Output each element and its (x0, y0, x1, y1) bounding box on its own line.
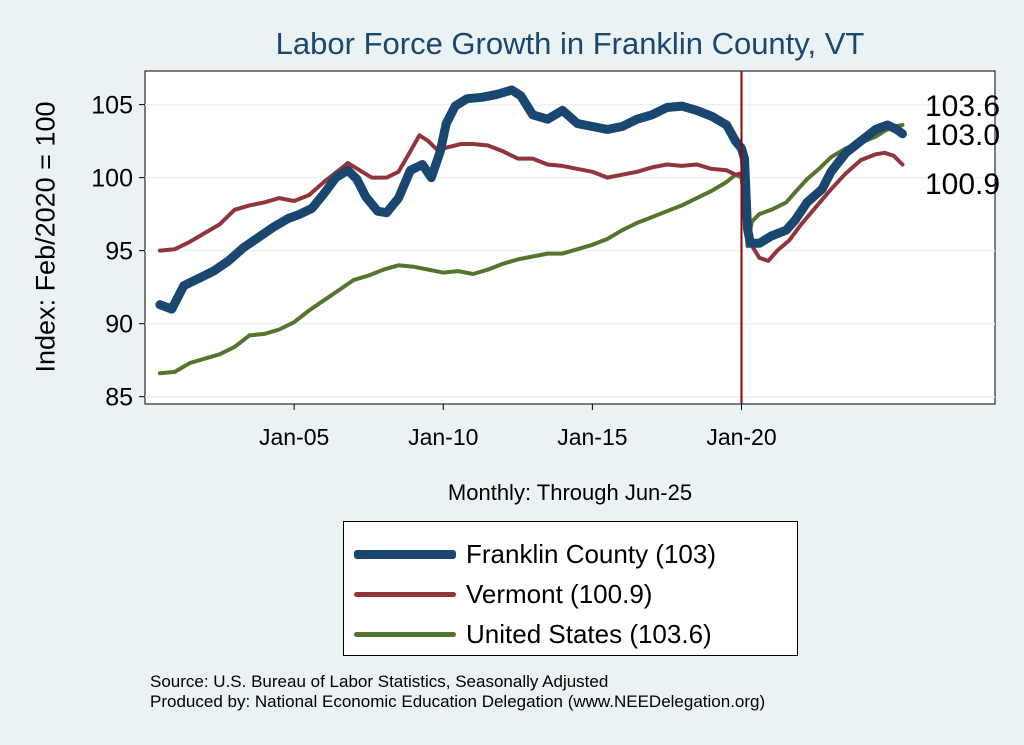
chart-title: Labor Force Growth in Franklin County, V… (275, 26, 865, 61)
produced-by-note: Produced by: National Economic Education… (150, 692, 766, 711)
source-note: Source: U.S. Bureau of Labor Statistics,… (150, 672, 609, 691)
legend-item-franklin: Franklin County (103) (354, 534, 716, 574)
x-tick-label: Jan-15 (557, 424, 627, 450)
end-label-1: 100.9 (925, 168, 1000, 201)
y-tick-label: 85 (105, 384, 133, 412)
series-line-1 (157, 133, 905, 263)
y-tick-label: 95 (105, 238, 133, 266)
legend: Franklin County (103) Vermont (100.9) Un… (343, 521, 798, 656)
series-group (155, 71, 907, 404)
y-tick-label: 105 (91, 92, 133, 120)
x-axis-label: Monthly: Through Jun-25 (447, 480, 693, 505)
legend-label-vermont: Vermont (100.9) (466, 578, 653, 609)
y-tick-label: 90 (105, 311, 133, 339)
end-label-0: 103.0 (925, 119, 1000, 152)
y-axis: 85 90 95 100 105 (91, 92, 145, 412)
x-tick-label: Jan-05 (259, 424, 329, 450)
legend-item-vermont: Vermont (100.9) (354, 574, 652, 614)
y-tick-label: 100 (91, 165, 133, 193)
legend-label-franklin: Franklin County (103) (466, 538, 716, 569)
end-label-2: 103.6 (925, 90, 1000, 123)
legend-swatch-vermont (354, 591, 456, 597)
legend-item-united-states: United States (103.6) (354, 614, 712, 654)
x-axis: Jan-05 Jan-10 Jan-15 Jan-20 (259, 404, 777, 450)
legend-swatch-franklin (354, 549, 456, 559)
x-tick-label: Jan-10 (408, 424, 478, 450)
series-line-2 (157, 123, 905, 376)
plot-area (144, 70, 996, 405)
series-line-0 (155, 85, 907, 314)
x-tick-label: Jan-20 (706, 424, 776, 450)
y-axis-label: Index: Feb/2020 = 100 (30, 101, 61, 373)
legend-label-united-states: United States (103.6) (466, 618, 712, 649)
legend-swatch-united-states (354, 631, 456, 637)
